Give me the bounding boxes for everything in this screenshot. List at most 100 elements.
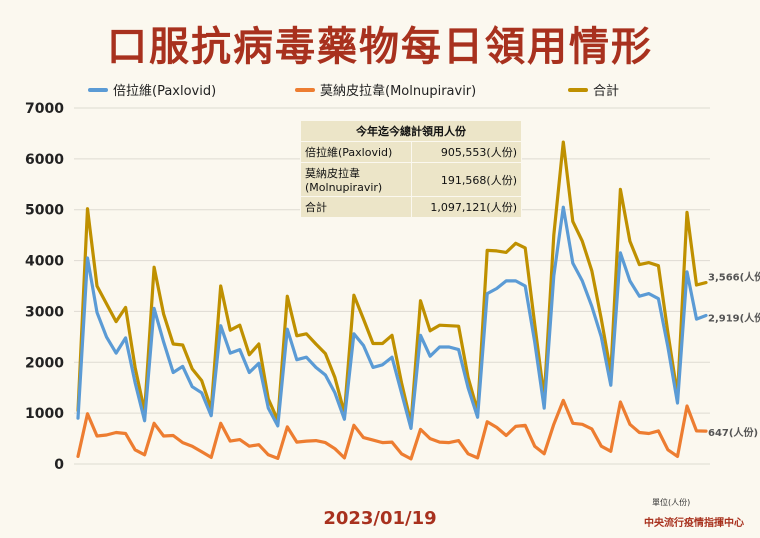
data-point-total xyxy=(86,207,89,210)
series-line-paxlovid xyxy=(76,205,708,430)
data-point-total xyxy=(191,367,194,371)
data-point-molnupiravir xyxy=(695,429,698,433)
data-point-total xyxy=(571,220,574,223)
data-point-total xyxy=(305,332,308,335)
data-point-paxlovid xyxy=(343,418,346,421)
data-point-molnupiravir xyxy=(257,443,260,446)
data-point-molnupiravir xyxy=(305,439,308,443)
data-point-paxlovid xyxy=(457,348,460,351)
y-tick-label: 7000 xyxy=(25,101,64,117)
data-point-total xyxy=(352,294,356,297)
data-point-molnupiravir xyxy=(657,429,660,433)
data-point-paxlovid xyxy=(257,362,260,365)
summary-value-molnupiravir: 191,568(人份) xyxy=(410,162,523,197)
data-point-total xyxy=(314,342,318,346)
data-point-total xyxy=(286,295,289,298)
data-point-paxlovid xyxy=(666,345,670,349)
data-point-paxlovid xyxy=(95,311,99,314)
data-point-paxlovid xyxy=(409,427,413,430)
data-point-molnupiravir xyxy=(571,422,574,425)
data-point-molnupiravir xyxy=(172,434,175,437)
legend-item-molnupiravir: 莫納皮拉韋(Molnupiravir) xyxy=(295,80,476,99)
data-point-molnupiravir xyxy=(210,456,213,459)
data-point-total xyxy=(295,334,298,337)
data-point-molnupiravir xyxy=(390,440,394,444)
data-point-paxlovid xyxy=(162,340,165,344)
data-point-molnupiravir xyxy=(609,450,612,453)
data-point-paxlovid xyxy=(133,381,137,384)
data-point-paxlovid xyxy=(609,384,612,387)
data-point-paxlovid xyxy=(695,317,698,321)
data-point-molnupiravir xyxy=(466,452,470,455)
data-point-total xyxy=(229,329,232,332)
data-point-molnupiravir xyxy=(704,429,708,433)
data-point-total xyxy=(524,246,527,250)
data-point-molnupiravir xyxy=(133,448,137,451)
data-point-total xyxy=(95,284,99,288)
data-point-total xyxy=(552,233,555,237)
end-label-paxlovid: 2,919(人份) xyxy=(708,312,760,325)
data-point-total xyxy=(200,379,203,382)
data-point-paxlovid xyxy=(647,292,651,295)
data-point-paxlovid xyxy=(438,345,441,349)
summary-table: 今年迄今總計領用人份 倍拉維(Paxlovid) 905,553(人份) 莫納皮… xyxy=(300,120,523,218)
report-date: 2023/01/19 xyxy=(323,508,437,529)
data-point-total xyxy=(181,343,184,347)
data-point-molnupiravir xyxy=(486,420,489,423)
data-point-molnupiravir xyxy=(105,433,108,437)
data-point-paxlovid xyxy=(619,251,622,255)
data-point-paxlovid xyxy=(685,270,689,273)
data-point-paxlovid xyxy=(352,332,356,335)
data-point-molnupiravir xyxy=(229,439,232,443)
data-point-paxlovid xyxy=(124,336,127,340)
legend-swatch-total xyxy=(568,87,588,92)
data-point-paxlovid xyxy=(657,297,660,300)
data-point-molnupiravir xyxy=(86,412,89,415)
data-point-total xyxy=(704,281,708,284)
data-point-molnupiravir xyxy=(552,423,555,426)
data-point-total xyxy=(533,322,536,326)
data-point-total xyxy=(505,251,508,254)
data-point-molnupiravir xyxy=(181,441,184,444)
data-point-molnupiravir xyxy=(666,448,670,451)
data-point-molnupiravir xyxy=(514,425,517,428)
data-point-paxlovid xyxy=(381,363,384,366)
data-point-paxlovid xyxy=(447,345,451,349)
data-point-molnupiravir xyxy=(324,441,327,444)
data-point-molnupiravir xyxy=(295,440,298,444)
data-point-total xyxy=(438,324,441,327)
data-point-total xyxy=(257,342,260,346)
data-point-total xyxy=(638,263,641,266)
end-label-total: 3,566(人份) xyxy=(708,271,760,284)
data-point-total xyxy=(390,334,394,337)
data-point-molnupiravir xyxy=(619,400,622,404)
y-tick-label: 2000 xyxy=(25,355,64,371)
data-point-total xyxy=(666,331,670,334)
data-point-molnupiravir xyxy=(248,445,251,448)
data-point-molnupiravir xyxy=(162,434,165,438)
data-point-paxlovid xyxy=(371,366,375,369)
data-point-paxlovid xyxy=(276,424,279,428)
data-point-molnupiravir xyxy=(647,432,651,435)
data-point-total xyxy=(428,329,432,332)
data-point-paxlovid xyxy=(505,279,508,283)
data-point-molnupiravir xyxy=(238,438,241,441)
data-point-paxlovid xyxy=(495,287,498,290)
data-point-total xyxy=(457,325,460,328)
data-point-paxlovid xyxy=(238,348,241,351)
legend-label-molnupiravir: 莫納皮拉韋(Molnupiravir) xyxy=(320,84,477,99)
data-point-paxlovid xyxy=(305,356,308,359)
data-point-paxlovid xyxy=(324,373,327,377)
data-point-total xyxy=(381,342,384,345)
data-point-molnupiravir xyxy=(286,425,289,429)
data-point-molnupiravir xyxy=(219,422,222,425)
data-point-total xyxy=(400,381,403,384)
data-point-total xyxy=(447,324,451,327)
data-point-total xyxy=(685,211,689,214)
y-tick-label: 1000 xyxy=(25,406,64,422)
end-label-molnupiravir: 647(人份) xyxy=(708,426,758,439)
data-point-paxlovid xyxy=(419,334,422,337)
data-point-paxlovid xyxy=(628,279,632,283)
legend: 倍拉維(Paxlovid) 莫納皮拉韋(Molnupiravir) 合計 xyxy=(88,80,748,99)
